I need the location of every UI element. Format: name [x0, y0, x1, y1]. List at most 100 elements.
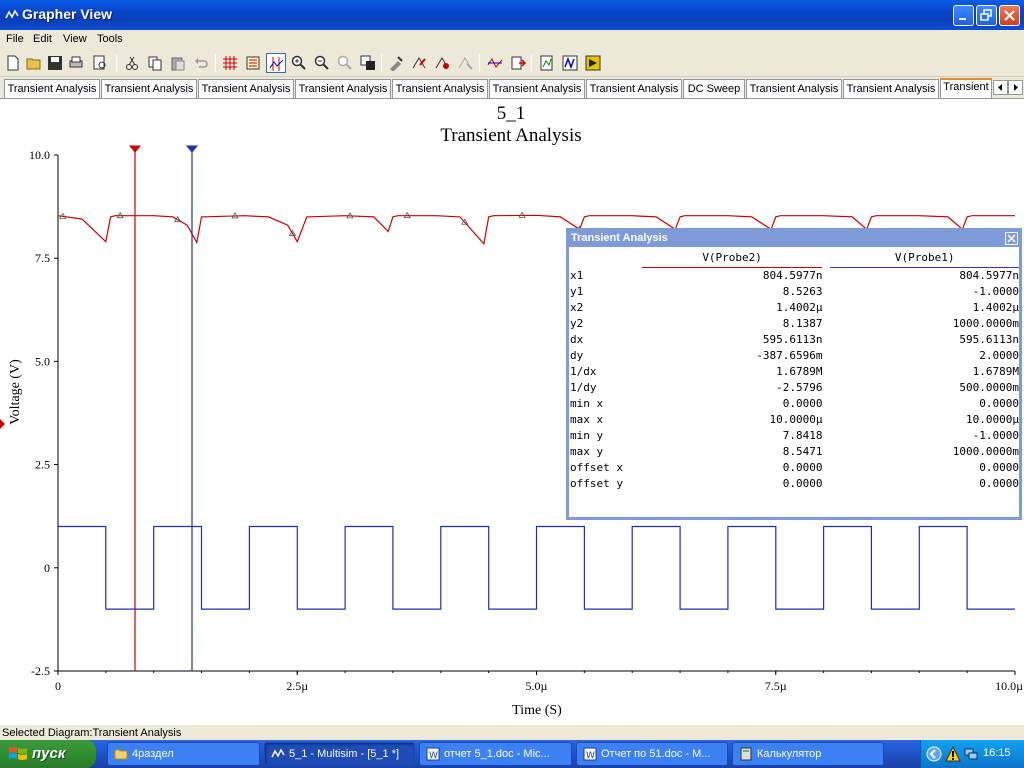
cut-button[interactable]: [122, 53, 142, 73]
cursor-row-x1: x1 804.5977n 804.5977n: [570, 267, 1019, 283]
x-tick-label: 5.0µ: [526, 679, 548, 693]
series-marker: [116, 211, 124, 219]
tab-transient-analysis-6[interactable]: Transient Analysis: [489, 79, 585, 98]
start-button[interactable]: пуск: [0, 740, 96, 768]
cursor-row-y2: y2 8.1387 1000.0000m: [570, 315, 1019, 331]
tab-transient-analysis-5[interactable]: Transient Analysis: [392, 79, 488, 98]
cursor-2-handle[interactable]: [185, 145, 199, 153]
tray-arrow-icon[interactable]: [926, 746, 942, 762]
close-button[interactable]: [999, 5, 1020, 26]
minimize-button[interactable]: [953, 5, 974, 26]
task-calculator[interactable]: Калькулятор: [732, 742, 884, 766]
probe1-value: 0.0000: [979, 476, 1019, 490]
tab-transient-analysis-2[interactable]: Transient Analysis: [101, 79, 197, 98]
probe2-value: 0.0000: [782, 460, 823, 474]
probe2-value: 1.6789M: [776, 364, 823, 378]
cut-icon: [126, 56, 138, 70]
probe1-value: 1000.0000m: [952, 316, 1019, 330]
zoom-full-button[interactable]: [335, 53, 355, 73]
minimize-icon: [959, 18, 966, 20]
tab-transient-analysis-4[interactable]: Transient Analysis: [295, 79, 391, 98]
probe2-value: 8.5263: [782, 284, 823, 298]
properties-button[interactable]: [386, 53, 406, 73]
open-button[interactable]: [24, 53, 44, 73]
calculator-icon: [740, 747, 752, 761]
task-folder[interactable]: 4раздел: [107, 742, 260, 766]
series-line-v-probe2-[interactable]: [57, 214, 1015, 246]
cursor-1-handle[interactable]: [128, 145, 142, 153]
select-trace-button[interactable]: [409, 53, 429, 73]
paste-button[interactable]: [168, 53, 188, 73]
start-label: пуск: [32, 745, 66, 762]
cursor-window-close-button[interactable]: [1005, 232, 1018, 245]
cursor-data-window[interactable]: Transient Analysis V(Probe2) V(Probe1) x…: [566, 228, 1022, 520]
open-folder-icon: [26, 58, 41, 70]
tab-transient-analysis-active[interactable]: Transient: [940, 78, 992, 98]
legend-button[interactable]: [243, 53, 263, 73]
export-excel-button[interactable]: [537, 53, 557, 73]
row-label: offset x: [570, 460, 623, 474]
tab-dc-sweep[interactable]: DC Sweep: [683, 79, 745, 98]
tab-transient-analysis-7[interactable]: Transient Analysis: [586, 79, 682, 98]
cursor-window-title-bar[interactable]: Transient Analysis: [569, 231, 1019, 247]
x-tick-label: 2.5µ: [286, 679, 308, 693]
export-trace-button[interactable]: [455, 53, 475, 73]
save-button[interactable]: [45, 53, 65, 73]
zoom-out-button[interactable]: [312, 53, 332, 73]
legend-icon: [246, 56, 260, 70]
network-icon[interactable]: [964, 747, 978, 761]
grid-button[interactable]: [220, 53, 240, 73]
new-button[interactable]: [3, 53, 23, 73]
copy-button[interactable]: [145, 53, 165, 73]
transient-chart[interactable]: 5_1 Transient Analysis Time (S) Voltage …: [0, 99, 1024, 725]
print-button[interactable]: [66, 53, 86, 73]
cursor-row-max-y: max y 8.5471 1000.0000m: [570, 443, 1019, 459]
probe1-value: 10.0000µ: [966, 412, 1019, 426]
series-line-v-probe1-[interactable]: [58, 525, 1015, 610]
grid-icon: [223, 56, 237, 70]
probe2-value: -2.5796: [776, 380, 823, 394]
zoom-out-icon: [314, 55, 329, 70]
overlay-traces-button[interactable]: [508, 53, 528, 73]
task-multisim[interactable]: 5_1 - Multisim - [5_1 *]: [264, 742, 415, 766]
paste-icon: [171, 57, 185, 71]
export-mathcad-button[interactable]: [560, 53, 580, 73]
tab-transient-analysis-3[interactable]: Transient Analysis: [198, 79, 294, 98]
cursor-row-y1: y1 8.5263 -1.0000: [570, 283, 1019, 299]
delete-trace-button[interactable]: [432, 53, 452, 73]
windows-flag-icon: [9, 747, 27, 760]
undo-button[interactable]: [191, 53, 211, 73]
cursors-button[interactable]: [266, 53, 286, 73]
tab-transient-analysis-1[interactable]: Transient Analysis: [4, 79, 100, 98]
tab-transient-analysis-9[interactable]: Transient Analysis: [843, 79, 939, 98]
menu-tools[interactable]: Tools: [97, 33, 123, 45]
cursor-data-table: V(Probe2) V(Probe1) x1 804.5977n 804.5977n…: [570, 249, 1019, 491]
menu-file[interactable]: File: [6, 33, 24, 45]
reverse-colors-button[interactable]: [358, 53, 378, 73]
series-marker: [403, 211, 412, 219]
chart-subtitle: Transient Analysis: [440, 125, 581, 146]
add-trace-button[interactable]: [485, 53, 505, 73]
close-icon: [1006, 233, 1017, 244]
add-trace-icon: [487, 58, 503, 68]
restore-button[interactable]: [976, 5, 997, 26]
export-labview-button[interactable]: [583, 53, 603, 73]
zoom-in-button[interactable]: [289, 53, 309, 73]
tab-scroll-right-button[interactable]: [1008, 80, 1023, 95]
overlay-traces-icon: [511, 56, 526, 70]
task-word-doc-1[interactable]: W отчет 5_1.doc - Mic...: [419, 742, 572, 766]
tab-scroll-left-button[interactable]: [993, 80, 1008, 95]
menu-view[interactable]: View: [63, 33, 87, 45]
x-tick-label: 0: [55, 679, 61, 693]
warning-icon[interactable]: [945, 746, 961, 762]
export-trace-icon: [458, 57, 473, 70]
cursor-window-title: Transient Analysis: [571, 232, 668, 244]
menu-edit[interactable]: Edit: [33, 33, 52, 45]
row-label: max y: [570, 444, 604, 458]
task-word-doc-2[interactable]: W Отчет по 51.doc - M...: [576, 742, 728, 766]
tab-transient-analysis-8[interactable]: Transient Analysis: [746, 79, 842, 98]
taskbar: пуск 4раздел 5_1 - Multisim - [5_1 *] W …: [0, 740, 1024, 768]
probe1-value: 0.0000: [979, 460, 1019, 474]
print-preview-button[interactable]: [90, 53, 110, 73]
window-title: Grapher View: [22, 6, 113, 22]
